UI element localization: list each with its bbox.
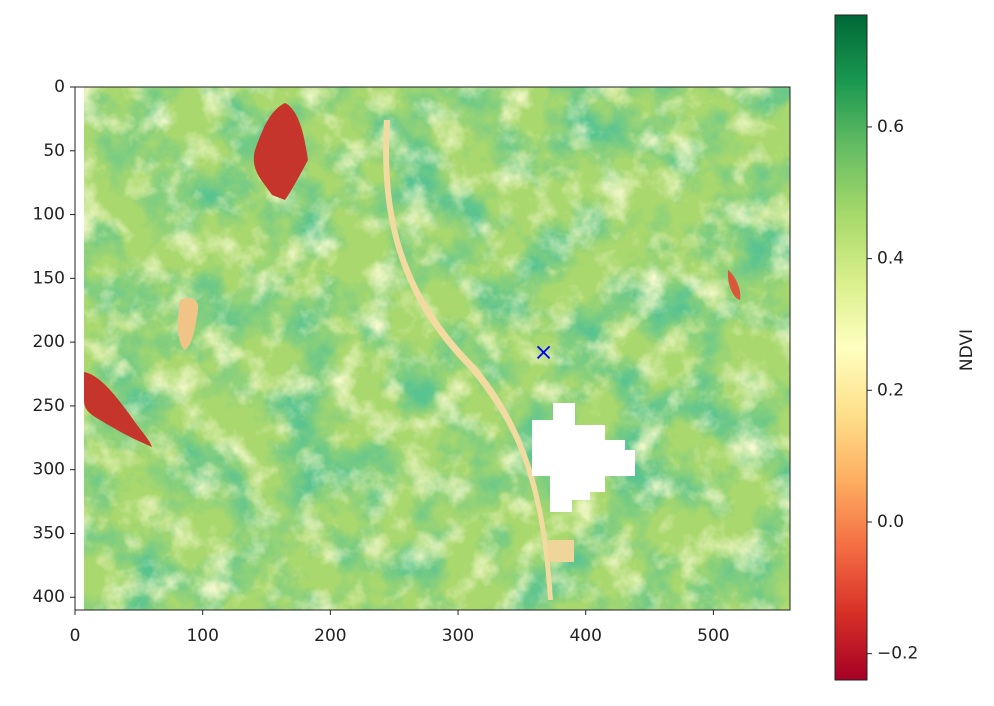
x-tick-label: 300 bbox=[442, 626, 474, 646]
colorbar-tick-label: 0.2 bbox=[877, 380, 904, 400]
y-tick-label: 100 bbox=[33, 205, 65, 225]
y-tick-label: 300 bbox=[33, 460, 65, 480]
axes-frame bbox=[74, 86, 791, 611]
y-tick-label: 150 bbox=[33, 268, 65, 288]
marker bbox=[536, 345, 551, 359]
colorbar-tick-label: −0.2 bbox=[877, 644, 918, 664]
colorbar bbox=[834, 14, 868, 681]
y-tick-label: 400 bbox=[33, 587, 65, 607]
y-tick-label: 0 bbox=[54, 77, 65, 97]
colorbar-tick-label: 0.4 bbox=[877, 249, 904, 269]
y-tick-label: 50 bbox=[43, 141, 65, 161]
raster bbox=[75, 87, 790, 610]
colorbar-label: NDVI bbox=[957, 329, 977, 371]
x-tick-label: 200 bbox=[314, 626, 346, 646]
y-tick-label: 200 bbox=[33, 332, 65, 352]
y-tick-label: 250 bbox=[33, 396, 65, 416]
x-tick-label: 400 bbox=[569, 626, 601, 646]
colorbar-tick-label: 0.6 bbox=[877, 117, 904, 137]
y-tick-label: 350 bbox=[33, 523, 65, 543]
colorbar-tick-label: 0.0 bbox=[877, 512, 904, 532]
x-tick-label: 500 bbox=[697, 626, 729, 646]
x-tick-label: 100 bbox=[186, 626, 218, 646]
x-tick-label: 0 bbox=[70, 626, 81, 646]
